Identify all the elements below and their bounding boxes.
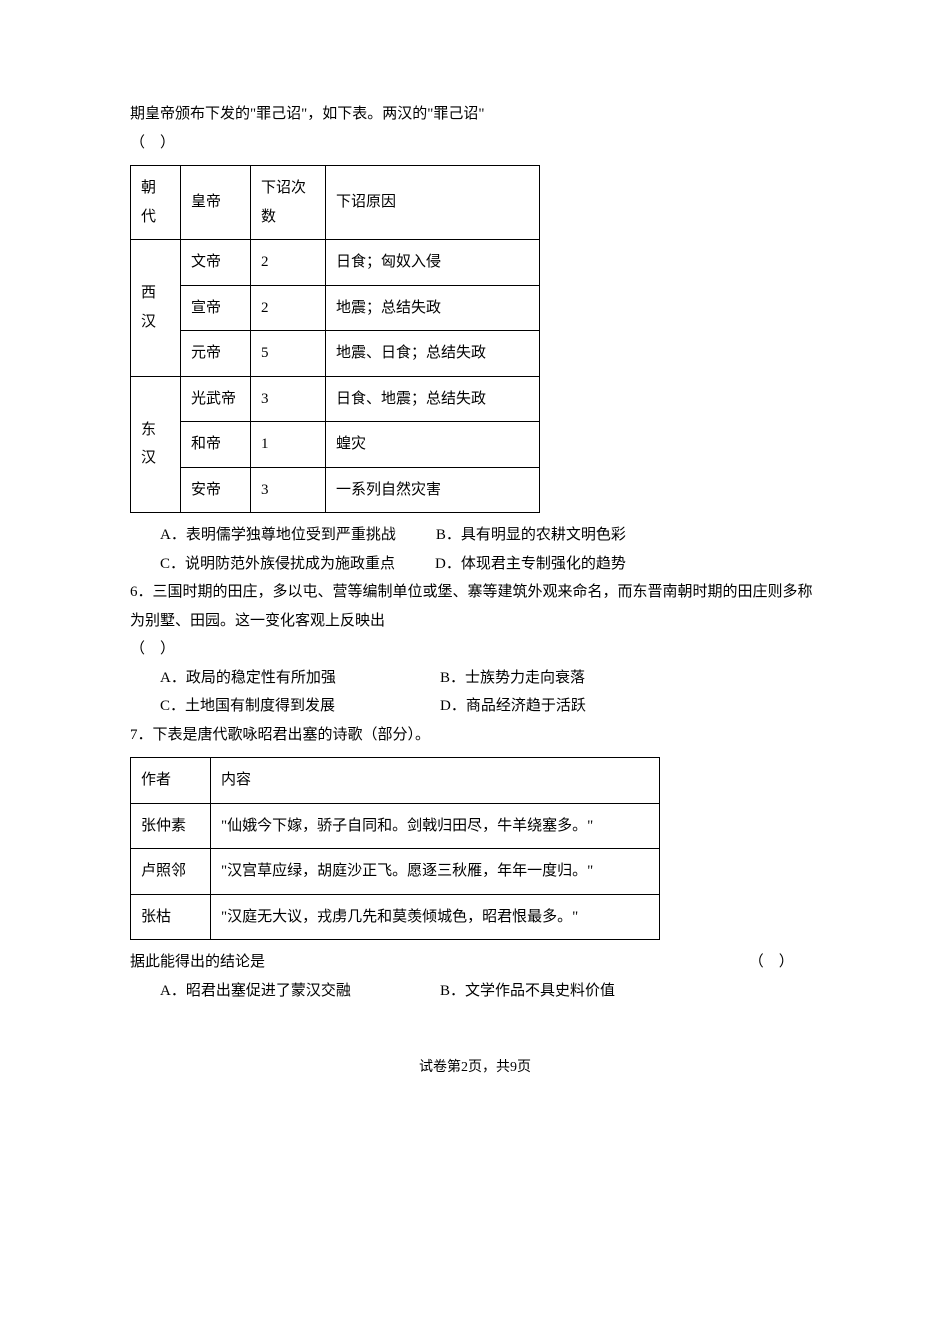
q6-options-row-2: C．土地国有制度得到发展 D．商品经济趋于活跃 — [160, 692, 820, 721]
option-d: D．商品经济趋于活跃 — [440, 692, 720, 721]
table-row: 朝代 皇帝 下诏次数 下诏原因 — [131, 166, 540, 240]
cell: 元帝 — [181, 331, 251, 377]
table-row: 元帝 5 地震、日食；总结失政 — [131, 331, 540, 377]
header-author: 作者 — [131, 758, 211, 804]
header-emperor: 皇帝 — [181, 166, 251, 240]
cell: "仙娥今下嫁，骄子自同和。剑戟归田尽，牛羊绕塞多。" — [211, 803, 660, 849]
header-content: 内容 — [211, 758, 660, 804]
table-row: 安帝 3 一系列自然灾害 — [131, 467, 540, 513]
cell: 5 — [251, 331, 326, 377]
cell: 张枯 — [131, 894, 211, 940]
cell: "汉庭无大议，戎虏几先和莫羡倾城色，昭君恨最多。" — [211, 894, 660, 940]
q5-options-row-2: C．说明防范外族侵扰成为施政重点 D．体现君主专制强化的趋势 — [160, 550, 820, 579]
option-b: B．士族势力走向衰落 — [440, 664, 720, 693]
cell: 蝗灾 — [326, 422, 540, 468]
cell: 卢照邻 — [131, 849, 211, 895]
cell: 日食、地震；总结失政 — [326, 376, 540, 422]
cell-dynasty: 西汉 — [131, 240, 181, 377]
header-count: 下诏次数 — [251, 166, 326, 240]
cell: 2 — [251, 285, 326, 331]
cell: 张仲素 — [131, 803, 211, 849]
q6-text-1: 6．三国时期的田庄，多以屯、营等编制单位或堡、寨等建筑外观来命名，而东晋南朝时期… — [130, 578, 820, 635]
table-2: 作者 内容 张仲素 "仙娥今下嫁，骄子自同和。剑戟归田尽，牛羊绕塞多。" 卢照邻… — [130, 757, 660, 940]
cell: 1 — [251, 422, 326, 468]
cell: 和帝 — [181, 422, 251, 468]
cell: 一系列自然灾害 — [326, 467, 540, 513]
option-b: B．具有明显的农耕文明色彩 — [436, 521, 626, 550]
q5-options-row-1: A．表明儒学独尊地位受到严重挑战 B．具有明显的农耕文明色彩 — [160, 521, 820, 550]
cell: 光武帝 — [181, 376, 251, 422]
intro-paren: （ ） — [130, 129, 820, 158]
table-row: 和帝 1 蝗灾 — [131, 422, 540, 468]
table-1: 朝代 皇帝 下诏次数 下诏原因 西汉 文帝 2 日食；匈奴入侵 宣帝 2 地震；… — [130, 165, 540, 513]
table-row: 张仲素 "仙娥今下嫁，骄子自同和。剑戟归田尽，牛羊绕塞多。" — [131, 803, 660, 849]
option-a: A．昭君出塞促进了蒙汉交融 — [160, 977, 440, 1006]
option-d: D．体现君主专制强化的趋势 — [435, 550, 626, 579]
page-footer: 试卷第2页，共9页 — [130, 1055, 820, 1082]
header-dynasty: 朝代 — [131, 166, 181, 240]
option-b: B．文学作品不具史料价值 — [440, 977, 720, 1006]
table-row: 宣帝 2 地震；总结失政 — [131, 285, 540, 331]
cell: 2 — [251, 240, 326, 286]
cell: 日食；匈奴入侵 — [326, 240, 540, 286]
table-row: 卢照邻 "汉宫草应绿，胡庭沙正飞。愿逐三秋雁，年年一度归。" — [131, 849, 660, 895]
table-row: 东汉 光武帝 3 日食、地震；总结失政 — [131, 376, 540, 422]
cell: 文帝 — [181, 240, 251, 286]
q6-paren: （ ） — [130, 635, 820, 664]
cell-dynasty: 东汉 — [131, 376, 181, 513]
option-a: A．政局的稳定性有所加强 — [160, 664, 440, 693]
q7-conclusion: 据此能得出的结论是 （ ） — [130, 948, 820, 977]
table-row: 张枯 "汉庭无大议，戎虏几先和莫羡倾城色，昭君恨最多。" — [131, 894, 660, 940]
q7-intro: 7．下表是唐代歌咏昭君出塞的诗歌（部分）。 — [130, 721, 820, 750]
q6-options-row-1: A．政局的稳定性有所加强 B．士族势力走向衰落 — [160, 664, 820, 693]
option-c: C．说明防范外族侵扰成为施政重点 — [160, 550, 395, 579]
cell: 地震；总结失政 — [326, 285, 540, 331]
table-row: 西汉 文帝 2 日食；匈奴入侵 — [131, 240, 540, 286]
cell: 地震、日食；总结失政 — [326, 331, 540, 377]
header-reason: 下诏原因 — [326, 166, 540, 240]
option-a: A．表明儒学独尊地位受到严重挑战 — [160, 521, 396, 550]
cell: 3 — [251, 467, 326, 513]
cell: 3 — [251, 376, 326, 422]
q7-options-row-1: A．昭君出塞促进了蒙汉交融 B．文学作品不具史料价值 — [160, 977, 820, 1006]
option-c: C．土地国有制度得到发展 — [160, 692, 440, 721]
cell: 宣帝 — [181, 285, 251, 331]
table-row: 作者 内容 — [131, 758, 660, 804]
intro-text-1: 期皇帝颁布下发的"罪己诏"，如下表。两汉的"罪己诏" — [130, 100, 820, 129]
cell: "汉宫草应绿，胡庭沙正飞。愿逐三秋雁，年年一度归。" — [211, 849, 660, 895]
cell: 安帝 — [181, 467, 251, 513]
